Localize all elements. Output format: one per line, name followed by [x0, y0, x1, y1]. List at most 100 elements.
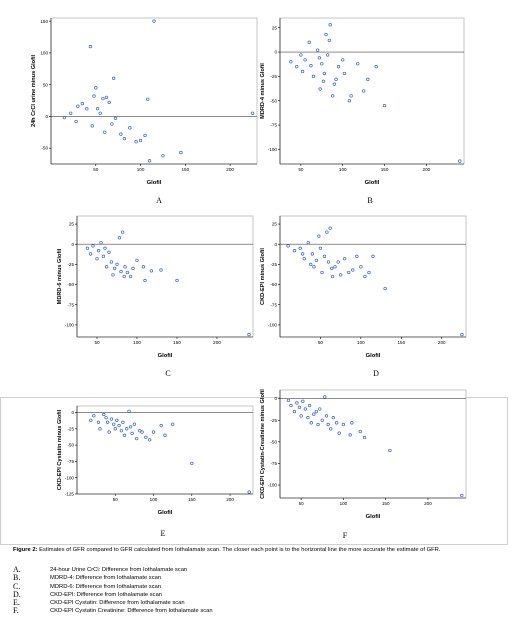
x-tick-label: 200: [226, 497, 234, 502]
y-tick-label: -25: [67, 262, 74, 267]
data-point: [328, 23, 332, 27]
y-tick-label: -25: [67, 426, 74, 431]
data-point: [117, 423, 121, 428]
chart-panel-e: 50 100 150 200 -125 -100 -75 -50 -25 0 Glofil CKD-E…: [55, 402, 255, 524]
data-point: [90, 124, 94, 128]
data-point: [88, 44, 93, 49]
x-tick-label: 200: [226, 167, 234, 172]
data-point: [303, 407, 308, 411]
x-axis-label: Glofil: [158, 510, 173, 516]
plot-area: [50, 17, 258, 165]
legend-key: A.: [13, 565, 21, 574]
data-point: [141, 265, 146, 269]
x-tick-label: 50: [299, 501, 305, 506]
data-point: [331, 415, 335, 420]
data-point: [307, 403, 312, 408]
data-point: [315, 48, 320, 52]
data-point: [89, 418, 93, 422]
data-point: [367, 270, 371, 275]
y-tick-label: -100: [268, 483, 278, 488]
data-point: [361, 89, 366, 93]
data-point: [355, 254, 359, 258]
y-axis-label: 24h CrCl urine minus Glofil: [31, 55, 37, 128]
data-point: [103, 246, 107, 250]
data-point: [359, 265, 363, 269]
data-point: [130, 431, 134, 436]
data-point: [388, 448, 392, 453]
data-point: [175, 278, 179, 283]
x-tick-label: 50: [113, 497, 119, 502]
data-point: [300, 69, 305, 74]
data-point: [348, 433, 352, 437]
legend-key: C.: [13, 581, 21, 591]
plot-area: [76, 405, 254, 495]
data-point: [109, 260, 114, 264]
data-point: [298, 246, 302, 250]
data-point: [96, 420, 101, 424]
panel-letter-f: F: [342, 531, 348, 540]
plot-area: [279, 215, 467, 338]
data-point: [371, 254, 375, 258]
data-point: [125, 270, 130, 275]
data-point: [366, 77, 370, 81]
plot-area: [279, 17, 465, 165]
y-tick-label: -75: [270, 461, 277, 466]
data-point: [330, 274, 335, 279]
data-point: [341, 58, 345, 62]
data-point: [119, 132, 123, 136]
data-point: [163, 433, 167, 437]
data-point: [374, 65, 378, 69]
data-point: [74, 119, 78, 124]
data-point: [107, 250, 111, 254]
chart-d-svg: 50 100 150 200 -100 -75 -50 -25 0 25 Glofil CKD-EPI…: [260, 215, 467, 359]
data-point: [312, 265, 316, 269]
y-tick-label: -50: [67, 443, 74, 448]
data-point: [306, 415, 310, 420]
data-point: [190, 461, 194, 466]
x-tick-label: 50: [318, 340, 324, 345]
data-point: [92, 414, 96, 418]
data-point: [98, 111, 102, 115]
figure-caption: Figure 2: Estimates of GFR compared to G…: [13, 546, 501, 554]
x-tick-label: 150: [188, 497, 196, 502]
data-point: [112, 422, 116, 426]
data-point: [460, 332, 464, 337]
y-axis-label: CKD-EPI Cystatin minus Glofil: [57, 409, 63, 490]
x-axis-label: Glofil: [366, 514, 381, 520]
data-point: [314, 409, 319, 414]
data-point: [356, 62, 360, 66]
x-tick-label: 150: [397, 340, 405, 345]
y-tick-label: 150: [40, 19, 48, 24]
y-tick-label: 25: [69, 222, 75, 227]
y-axis-label: MDRD-4 minus Glofil: [260, 63, 266, 119]
data-point: [94, 86, 98, 90]
x-tick-label: 200: [438, 340, 446, 345]
y-tick-label: -50: [67, 282, 74, 287]
y-tick-label: 0: [274, 242, 277, 247]
data-point: [350, 421, 354, 425]
y-tick-label: 0: [274, 50, 277, 55]
data-point: [312, 412, 316, 416]
data-point: [324, 414, 329, 418]
data-point: [303, 58, 307, 62]
data-point: [101, 96, 105, 101]
x-tick-label: 100: [150, 497, 158, 502]
data-point: [134, 140, 138, 144]
data-point: [146, 97, 150, 101]
data-point: [460, 493, 464, 498]
x-axis-label: Glofil: [158, 353, 173, 359]
data-point: [295, 401, 299, 405]
y-tick-label: -25: [270, 418, 277, 423]
data-point: [152, 19, 156, 23]
data-point: [320, 62, 324, 66]
data-point: [91, 244, 95, 248]
data-point: [101, 254, 106, 258]
data-point: [104, 265, 109, 269]
x-axis-label: Glofil: [147, 180, 162, 186]
data-point: [330, 266, 334, 271]
data-point: [121, 420, 125, 424]
data-point: [135, 258, 139, 263]
data-point: [144, 435, 148, 439]
data-point: [102, 412, 106, 417]
x-tick-label: 200: [424, 501, 432, 506]
